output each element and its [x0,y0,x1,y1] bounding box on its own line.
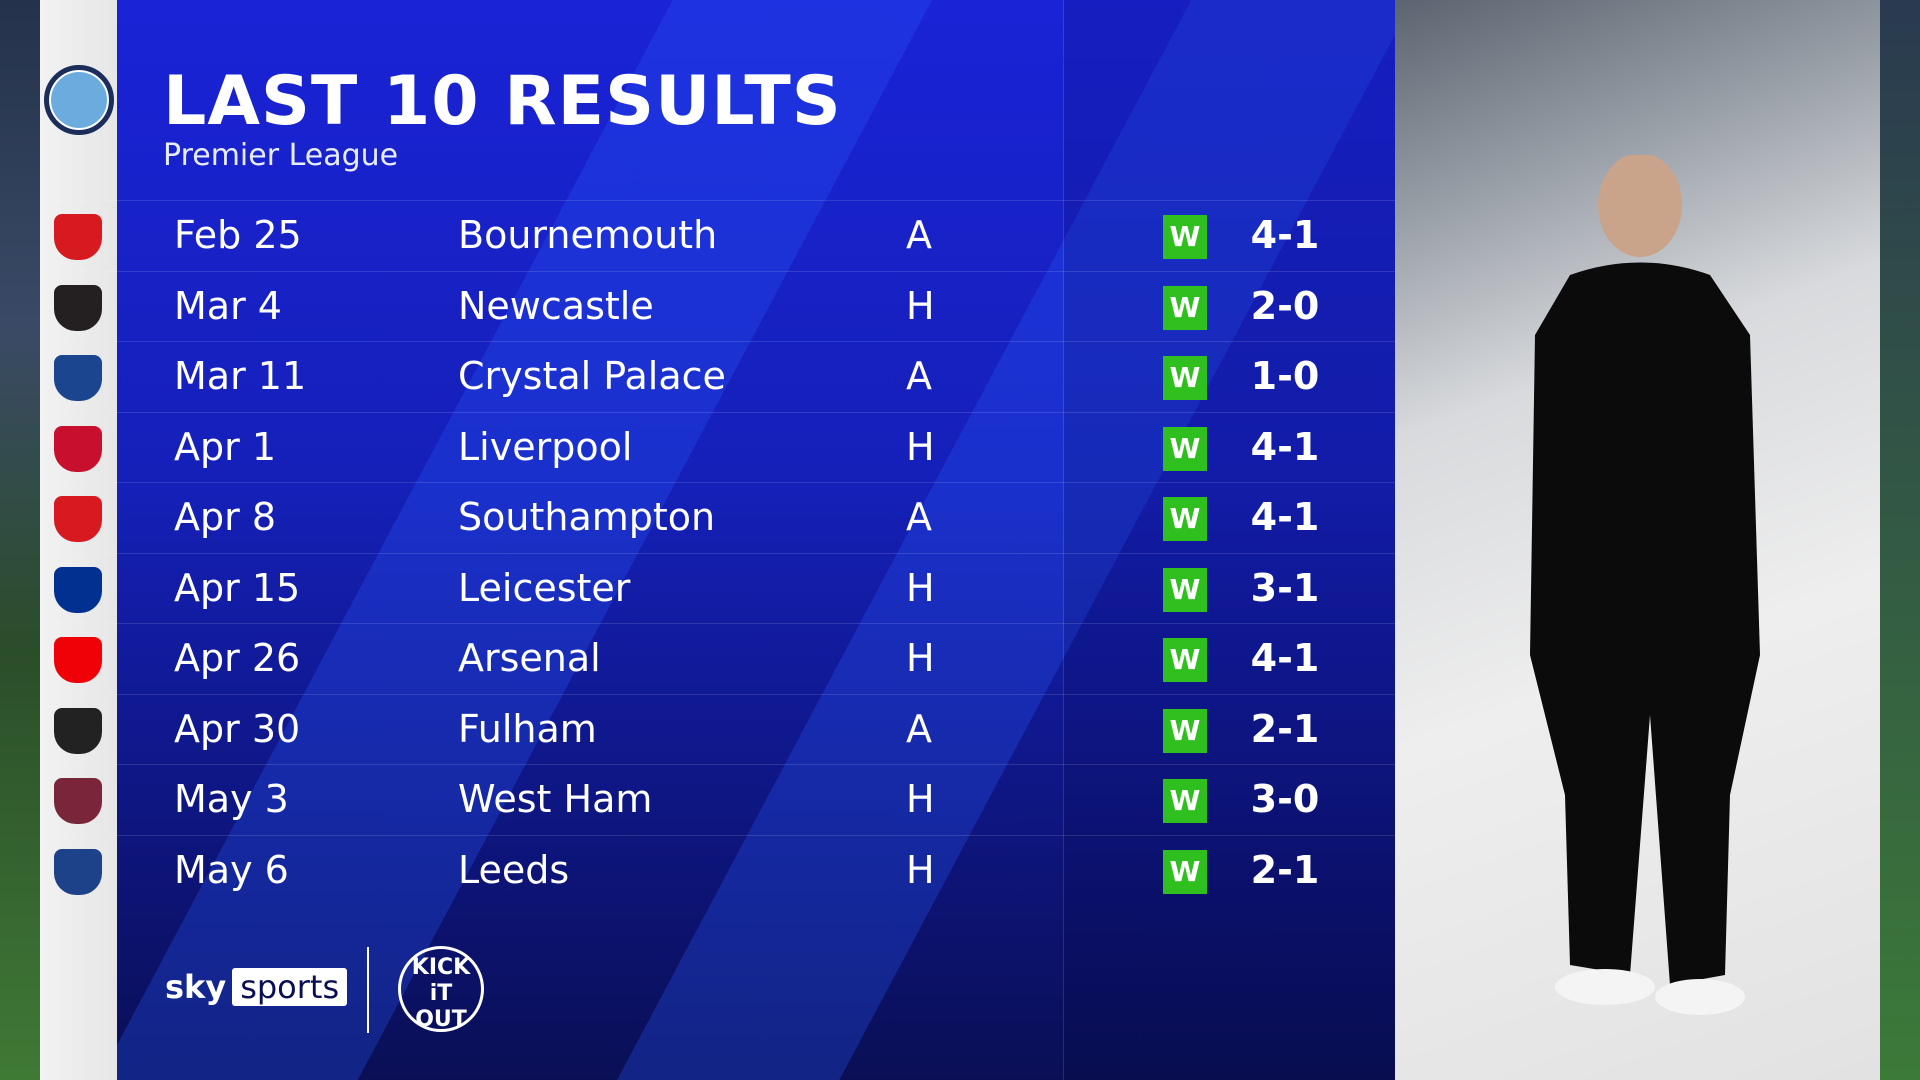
match-date: Apr 8 [174,495,276,539]
sky-sports-logo: sky sports [165,968,348,1006]
result-row: May 3 West Ham H W 3-0 [40,764,1395,834]
result-badge: W [1163,356,1207,400]
match-date: Apr 15 [174,565,301,610]
score-column-shade [1064,0,1395,1080]
result-row: Apr 8 Southampton A W 4-1 [40,482,1395,552]
result-row: Apr 26 Arsenal H W 4-1 [40,623,1395,693]
match-date: Apr 1 [174,424,276,469]
score: 4-1 [1250,424,1320,469]
result-row: Apr 1 Liverpool H W 4-1 [40,411,1395,482]
result-badge: W [1163,426,1207,471]
venue: H [906,424,935,469]
score: 2-1 [1250,706,1320,751]
result-badge: W [1163,638,1207,682]
result-row: Apr 30 Fulham A W 2-1 [40,693,1395,764]
result-row: Mar 4 Newcastle H W 2-0 [40,270,1395,341]
match-date: Mar 4 [174,283,282,328]
opponent-badge-icon [54,425,102,472]
opponent-name: Newcastle [458,283,654,328]
score: 4-1 [1250,636,1320,680]
opponent-badge-icon [54,214,102,260]
venue: A [906,354,932,398]
venue: A [906,706,932,751]
opponent-name: West Ham [458,777,653,821]
opponent-name: Crystal Palace [458,354,726,398]
result-row: May 6 Leeds H W 2-1 [40,834,1395,905]
opponent-badge-icon [54,778,102,824]
result-row: Apr 15 Leicester H W 3-1 [40,552,1395,623]
result-badge: W [1163,285,1207,330]
result-badge: W [1163,497,1207,541]
match-date: Mar 11 [174,354,307,398]
venue: A [906,495,932,539]
score: 2-0 [1250,283,1320,328]
opponent-name: Southampton [458,495,716,539]
opponent-name: Arsenal [458,636,601,680]
venue: H [906,283,935,328]
stadium-background-left [0,0,40,1080]
score: 2-1 [1250,847,1320,892]
opponent-name: Liverpool [458,424,633,469]
match-date: Apr 30 [174,706,301,751]
logo-divider [367,947,369,1033]
sky-text: sky [165,968,227,1006]
result-badge: W [1163,849,1207,894]
manager-figure-icon [1530,155,1760,1015]
venue: H [906,777,935,821]
result-badge: W [1163,708,1207,753]
result-row: Feb 25 Bournemouth A W 4-1 [40,200,1395,270]
score: 3-0 [1250,777,1320,821]
venue: H [906,636,935,680]
sports-text: sports [232,968,348,1006]
manager-photo [1395,0,1880,1080]
kick-it-out-logo: KICK iT OUT [398,946,484,1032]
opponent-badge-icon [54,848,102,895]
result-badge: W [1163,779,1207,823]
result-badge: W [1163,215,1207,259]
score: 4-1 [1250,495,1320,539]
opponent-name: Leicester [458,565,631,610]
match-date: May 6 [174,847,289,892]
match-date: Feb 25 [174,213,302,257]
opponent-badge-icon [54,637,102,683]
match-date: May 3 [174,777,289,821]
opponent-badge-icon [54,566,102,613]
match-date: Apr 26 [174,636,301,680]
venue: A [906,213,932,257]
opponent-name: Fulham [458,706,597,751]
opponent-name: Bournemouth [458,213,718,257]
page-title: LAST 10 RESULTS [163,62,842,141]
result-badge: W [1163,567,1207,612]
opponent-badge-icon [54,496,102,542]
opponent-badge-icon [54,707,102,754]
opponent-name: Leeds [458,847,570,892]
manchester-city-badge-icon [44,65,114,135]
result-row: Mar 11 Crystal Palace A W 1-0 [40,341,1395,411]
opponent-badge-icon [54,355,102,401]
venue: H [906,565,935,610]
score: 1-0 [1250,354,1320,398]
venue: H [906,847,935,892]
stadium-background-right [1880,0,1920,1080]
column-divider [1063,0,1064,1080]
score: 3-1 [1250,565,1320,610]
competition-subtitle: Premier League [163,138,399,173]
opponent-badge-icon [54,284,102,331]
score: 4-1 [1250,213,1320,257]
